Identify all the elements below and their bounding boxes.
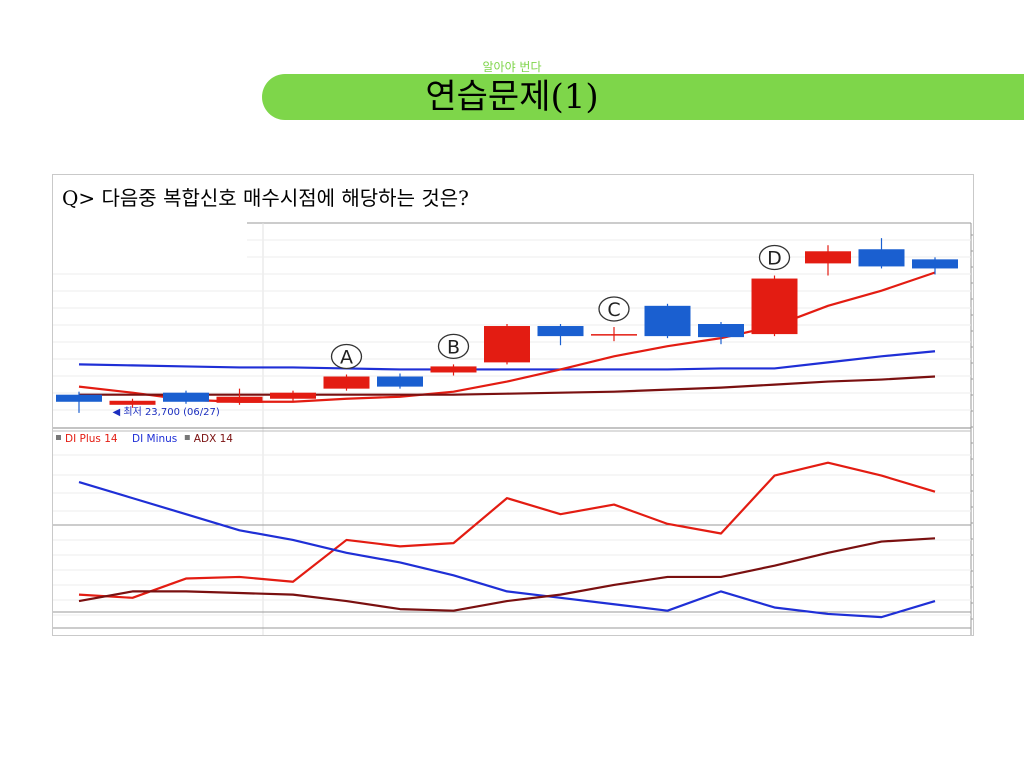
candle-up	[484, 326, 530, 363]
candle-up	[430, 366, 477, 373]
signal-marker-circle	[758, 244, 791, 271]
candle-down	[644, 305, 691, 337]
di-minus-line	[78, 480, 936, 619]
legend-item-di-minus-line: DI Minus	[132, 433, 177, 445]
candle-down	[377, 376, 423, 387]
signal-marker-label: B	[447, 336, 460, 358]
chart-canvas: ◀ 최저 23,700 (06/27) A B C D DI Plus 14 DI Min…	[53, 222, 973, 635]
candle-down	[912, 259, 958, 269]
page-subtitle: 알아야 번다	[482, 60, 542, 74]
candle-up	[591, 334, 637, 336]
legend-swatch	[56, 435, 61, 440]
di-plus-line	[78, 461, 936, 599]
candle-up	[109, 400, 156, 405]
adx-line	[78, 537, 936, 612]
legend-item-adx-line: ADX 14	[194, 433, 233, 445]
signal-marker-circle	[437, 333, 470, 360]
candle-down	[537, 326, 584, 337]
question-text: Q> 다음중 복합신호 매수시점에 해당하는 것은?	[62, 186, 469, 210]
moving-average-mid	[79, 375, 936, 396]
signal-marker-label: C	[607, 299, 620, 321]
signal-marker-circle	[598, 296, 630, 322]
signal-marker-circle	[330, 343, 363, 370]
page-title: 연습문제(1)	[425, 77, 599, 117]
chart-panel: ◀ 최저 23,700 (06/27) A B C D DI Plus 14 DI Min…	[52, 174, 974, 636]
title-banner	[262, 74, 1024, 120]
signal-marker-label: D	[767, 248, 782, 270]
candle-up	[323, 376, 370, 389]
indicator-chart: DI Plus 14 DI Minus ADX 14	[56, 433, 936, 619]
candle-down	[698, 324, 744, 338]
signal-marker-label: A	[340, 347, 353, 369]
grid-layer	[53, 222, 973, 635]
moving-average-long	[78, 350, 936, 371]
candle-down	[56, 394, 102, 402]
candle-up	[751, 278, 798, 335]
candle-up	[216, 396, 263, 403]
price-chart: ◀ 최저 23,700 (06/27) A B C D	[56, 238, 958, 418]
candle-down	[163, 392, 209, 402]
low-price-label: ◀ 최저 23,700 (06/27)	[113, 406, 220, 418]
candle-down	[858, 249, 905, 267]
candle-up	[270, 392, 316, 399]
candle-up	[805, 251, 851, 264]
legend-swatch	[184, 435, 190, 440]
legend-item-di-plus-line: DI Plus 14	[65, 433, 118, 445]
